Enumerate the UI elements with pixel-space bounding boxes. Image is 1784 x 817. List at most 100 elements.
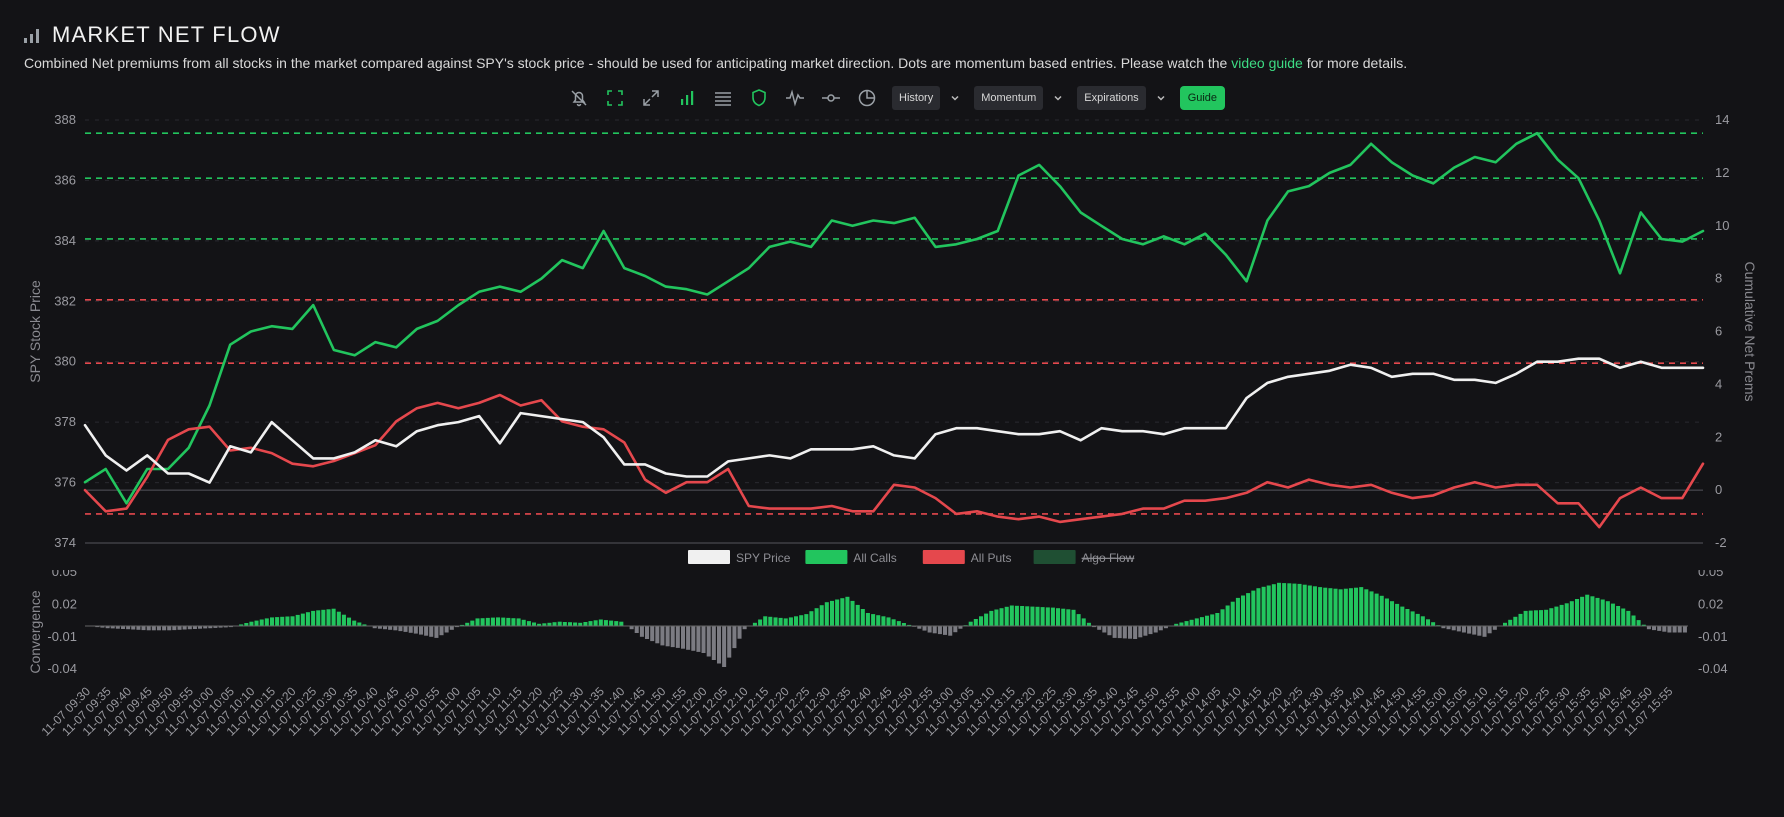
expirations-button[interactable]: Expirations bbox=[1077, 86, 1146, 110]
convergence-bar bbox=[1220, 609, 1225, 626]
convergence-bar bbox=[835, 599, 840, 626]
convergence-bar bbox=[1235, 597, 1240, 626]
convergence-bar bbox=[110, 626, 115, 629]
momentum-dropdown[interactable]: Momentum bbox=[974, 86, 1063, 110]
momentum-button[interactable]: Momentum bbox=[974, 86, 1044, 110]
chevron-down-icon[interactable] bbox=[1053, 93, 1063, 103]
legend-item: Algo Flow bbox=[1033, 550, 1135, 565]
convergence-bar bbox=[383, 626, 388, 630]
convergence-bar bbox=[1446, 626, 1451, 630]
convergence-bar bbox=[778, 617, 783, 626]
convergence-bar bbox=[1605, 601, 1610, 626]
chart-toolbar: History Momentum Expirations Guide bbox=[568, 84, 1226, 112]
convergence-bar bbox=[1585, 594, 1590, 626]
convergence-bar bbox=[1374, 593, 1379, 626]
y-right-tick-label: 0.02 bbox=[1698, 596, 1723, 611]
convergence-bar bbox=[1045, 607, 1050, 626]
convergence-bar bbox=[341, 614, 346, 626]
convergence-bar bbox=[208, 626, 213, 629]
convergence-bar bbox=[979, 616, 984, 626]
convergence-bar bbox=[1004, 606, 1009, 626]
video-guide-link[interactable]: video guide bbox=[1231, 55, 1303, 71]
convergence-bar bbox=[1415, 613, 1420, 626]
chevron-down-icon[interactable] bbox=[1156, 93, 1166, 103]
bell-off-icon[interactable] bbox=[568, 87, 590, 109]
convergence-bar bbox=[1369, 591, 1374, 626]
shield-icon[interactable] bbox=[748, 87, 770, 109]
y-left-tick-label: 384 bbox=[54, 233, 76, 248]
history-button[interactable]: History bbox=[892, 86, 941, 110]
convergence-bar bbox=[1343, 588, 1348, 626]
convergence-bar bbox=[932, 626, 937, 634]
convergence-bar bbox=[1451, 626, 1456, 631]
convergence-bar bbox=[1107, 626, 1112, 636]
convergence-bar bbox=[737, 626, 742, 639]
convergence-bar bbox=[681, 626, 686, 649]
expand-icon[interactable] bbox=[640, 87, 662, 109]
expirations-dropdown[interactable]: Expirations bbox=[1077, 86, 1165, 110]
y-right-tick-label: 0 bbox=[1715, 482, 1722, 497]
convergence-bar bbox=[275, 617, 280, 626]
convergence-bar bbox=[1297, 583, 1302, 626]
y-left-tick-label: 388 bbox=[54, 112, 76, 127]
convergence-bar bbox=[439, 626, 444, 636]
convergence-bar bbox=[362, 624, 367, 626]
convergence-bar bbox=[1282, 583, 1287, 626]
commit-icon[interactable] bbox=[820, 87, 842, 109]
convergence-bar bbox=[95, 626, 100, 628]
pulse-icon[interactable] bbox=[784, 87, 806, 109]
convergence-bar bbox=[639, 626, 644, 637]
convergence-bar bbox=[1066, 609, 1071, 626]
convergence-bar bbox=[1323, 587, 1328, 626]
convergence-bar bbox=[264, 618, 269, 626]
convergence-bar bbox=[162, 626, 167, 631]
chevron-down-icon[interactable] bbox=[950, 93, 960, 103]
convergence-bar bbox=[1652, 626, 1657, 631]
convergence-bar bbox=[634, 626, 639, 633]
convergence-bar bbox=[1390, 601, 1395, 626]
convergence-bar bbox=[1513, 616, 1518, 626]
convergence-bar bbox=[1199, 617, 1204, 626]
y-left-tick-label: 386 bbox=[54, 172, 76, 187]
fullscreen-icon[interactable] bbox=[604, 87, 626, 109]
pie-chart-icon[interactable] bbox=[856, 87, 878, 109]
y-right-tick-label: 10 bbox=[1715, 218, 1729, 233]
history-dropdown[interactable]: History bbox=[892, 86, 960, 110]
convergence-bar bbox=[675, 626, 680, 648]
convergence-bar bbox=[393, 626, 398, 631]
convergence-bar bbox=[454, 626, 459, 628]
main-chart: 388 386 384 382 380 378 376 374 14 12 10 8 6 4 2 0 -2 SPY… bbox=[27, 112, 1758, 565]
convergence-bar bbox=[896, 621, 901, 626]
convergence-bar bbox=[1143, 626, 1148, 636]
y-right-tick-label: 6 bbox=[1715, 324, 1722, 339]
convergence-bar bbox=[177, 626, 182, 630]
convergence-bar bbox=[1210, 614, 1215, 626]
convergence-bar bbox=[352, 620, 357, 626]
convergence-bar bbox=[773, 617, 778, 626]
convergence-bar bbox=[1117, 626, 1122, 639]
guide-button[interactable]: Guide bbox=[1179, 86, 1226, 110]
convergence-bar bbox=[727, 626, 732, 658]
convergence-bar bbox=[1626, 610, 1631, 626]
convergence-bar bbox=[855, 604, 860, 626]
convergence-bar bbox=[218, 626, 223, 628]
convergence-bar bbox=[1056, 608, 1061, 626]
legend-label: Algo Flow bbox=[1082, 551, 1135, 565]
convergence-bar bbox=[973, 619, 978, 626]
convergence-bar bbox=[891, 619, 896, 627]
convergence-bar bbox=[285, 616, 290, 626]
legend-item: All Calls bbox=[805, 550, 897, 565]
list-icon[interactable] bbox=[712, 87, 734, 109]
y-left-tick-label: -0.04 bbox=[47, 661, 77, 676]
convergence-bar bbox=[1410, 611, 1415, 626]
convergence-bar bbox=[295, 614, 300, 626]
convergence-bar bbox=[768, 616, 773, 626]
convergence-bar bbox=[732, 626, 737, 649]
bar-chart-icon[interactable] bbox=[676, 87, 698, 109]
convergence-bar bbox=[840, 598, 845, 626]
y-right-tick-label: 2 bbox=[1715, 429, 1722, 444]
all-calls-line bbox=[83, 131, 1705, 505]
convergence-bar bbox=[336, 611, 341, 626]
convergence-bar bbox=[100, 626, 105, 628]
legend-label: All Puts bbox=[971, 551, 1012, 565]
